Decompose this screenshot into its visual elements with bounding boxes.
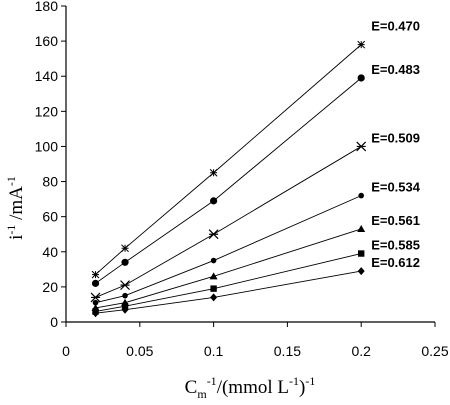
series-line [95,253,362,312]
data-point [91,279,100,287]
series-line [95,228,362,309]
x-axis-title: Cm-1/(mmol L-1)-1 [185,374,316,401]
series-label: E=0.483 [371,62,420,77]
data-point [357,40,366,49]
data-point [209,168,218,177]
data-point [358,192,365,199]
y-tick-label: 100 [35,138,59,154]
x-axis-title-sup2: -1 [289,374,299,388]
x-tick-label: 0.1 [204,343,224,359]
y-tick-label: 40 [42,244,58,260]
data-point [120,280,130,291]
series-line [95,44,362,275]
series-1: E=0.483 [91,62,420,287]
series-4: E=0.561 [91,213,420,311]
y-axis-title-sup2: -1 [4,176,18,186]
series-3: E=0.534 [92,180,421,306]
x-tick-label: 0.05 [126,343,153,359]
data-point [90,292,101,303]
data-point [91,270,100,279]
y-tick-label: 160 [35,33,59,49]
series-layer: E=0.470 E=0.483 E=0.509 E=0.534 E=0.561 E=0.5… [90,19,421,318]
data-point [92,299,99,306]
data-point [357,267,365,276]
series-line [95,146,362,298]
x-axis-title-end: ) [299,377,305,398]
y-tick-label: 80 [42,174,58,190]
x-tick-label: 0.25 [421,343,448,359]
x-axis: 0 0.05 0.1 0.15 0.2 0.25 [62,321,449,359]
data-point [121,244,129,253]
data-point [210,197,218,205]
series-label: E=0.534 [371,180,421,195]
series-line [95,270,362,314]
series-label: E=0.470 [371,19,420,34]
y-tick-label: 0 [50,314,58,330]
y-axis-title-mid: /mA [6,186,27,225]
x-tick-label: 0 [62,343,70,359]
x-tick-label: 0.15 [274,343,301,359]
y-tick-label: 140 [35,68,59,84]
x-axis-title-base: C [185,377,198,398]
data-point [357,224,366,232]
x-tick-label: 0.2 [351,343,371,359]
series-label: E=0.585 [371,238,420,253]
series-label: E=0.509 [371,130,420,145]
x-axis-title-sup1: -1 [207,374,217,388]
y-tick-label: 120 [35,103,59,119]
y-tick-label: 180 [35,0,59,14]
x-axis-title-mid: /(mmol L [217,377,289,398]
series-line [95,77,362,284]
data-point [208,229,219,240]
data-point [122,292,128,299]
data-point [210,293,218,302]
y-axis-title-sup1: -1 [4,225,18,235]
data-point [358,250,365,257]
series-2: E=0.509 [90,130,420,303]
series-0: E=0.470 [91,19,420,279]
y-axis-title: i-1 /mA-1 [4,176,27,240]
x-axis-title-sub: m [197,387,207,401]
y-axis-title-base: i [6,235,27,240]
series-label: E=0.561 [371,213,420,228]
y-axis: 0 20 40 60 80 100 120 140 160 180 [35,0,67,330]
series-line [95,195,362,304]
data-point [356,141,367,152]
data-point [92,309,100,318]
data-point [210,285,217,292]
data-point [357,74,365,82]
data-point [121,305,129,314]
y-tick-label: 60 [42,209,58,225]
y-tick-label: 20 [42,279,58,295]
data-point [121,258,129,266]
series-label: E=0.612 [371,255,420,270]
series-6: E=0.612 [92,255,420,318]
data-point [209,272,218,280]
x-axis-title-sup3: -1 [305,374,315,388]
data-point [210,257,217,264]
